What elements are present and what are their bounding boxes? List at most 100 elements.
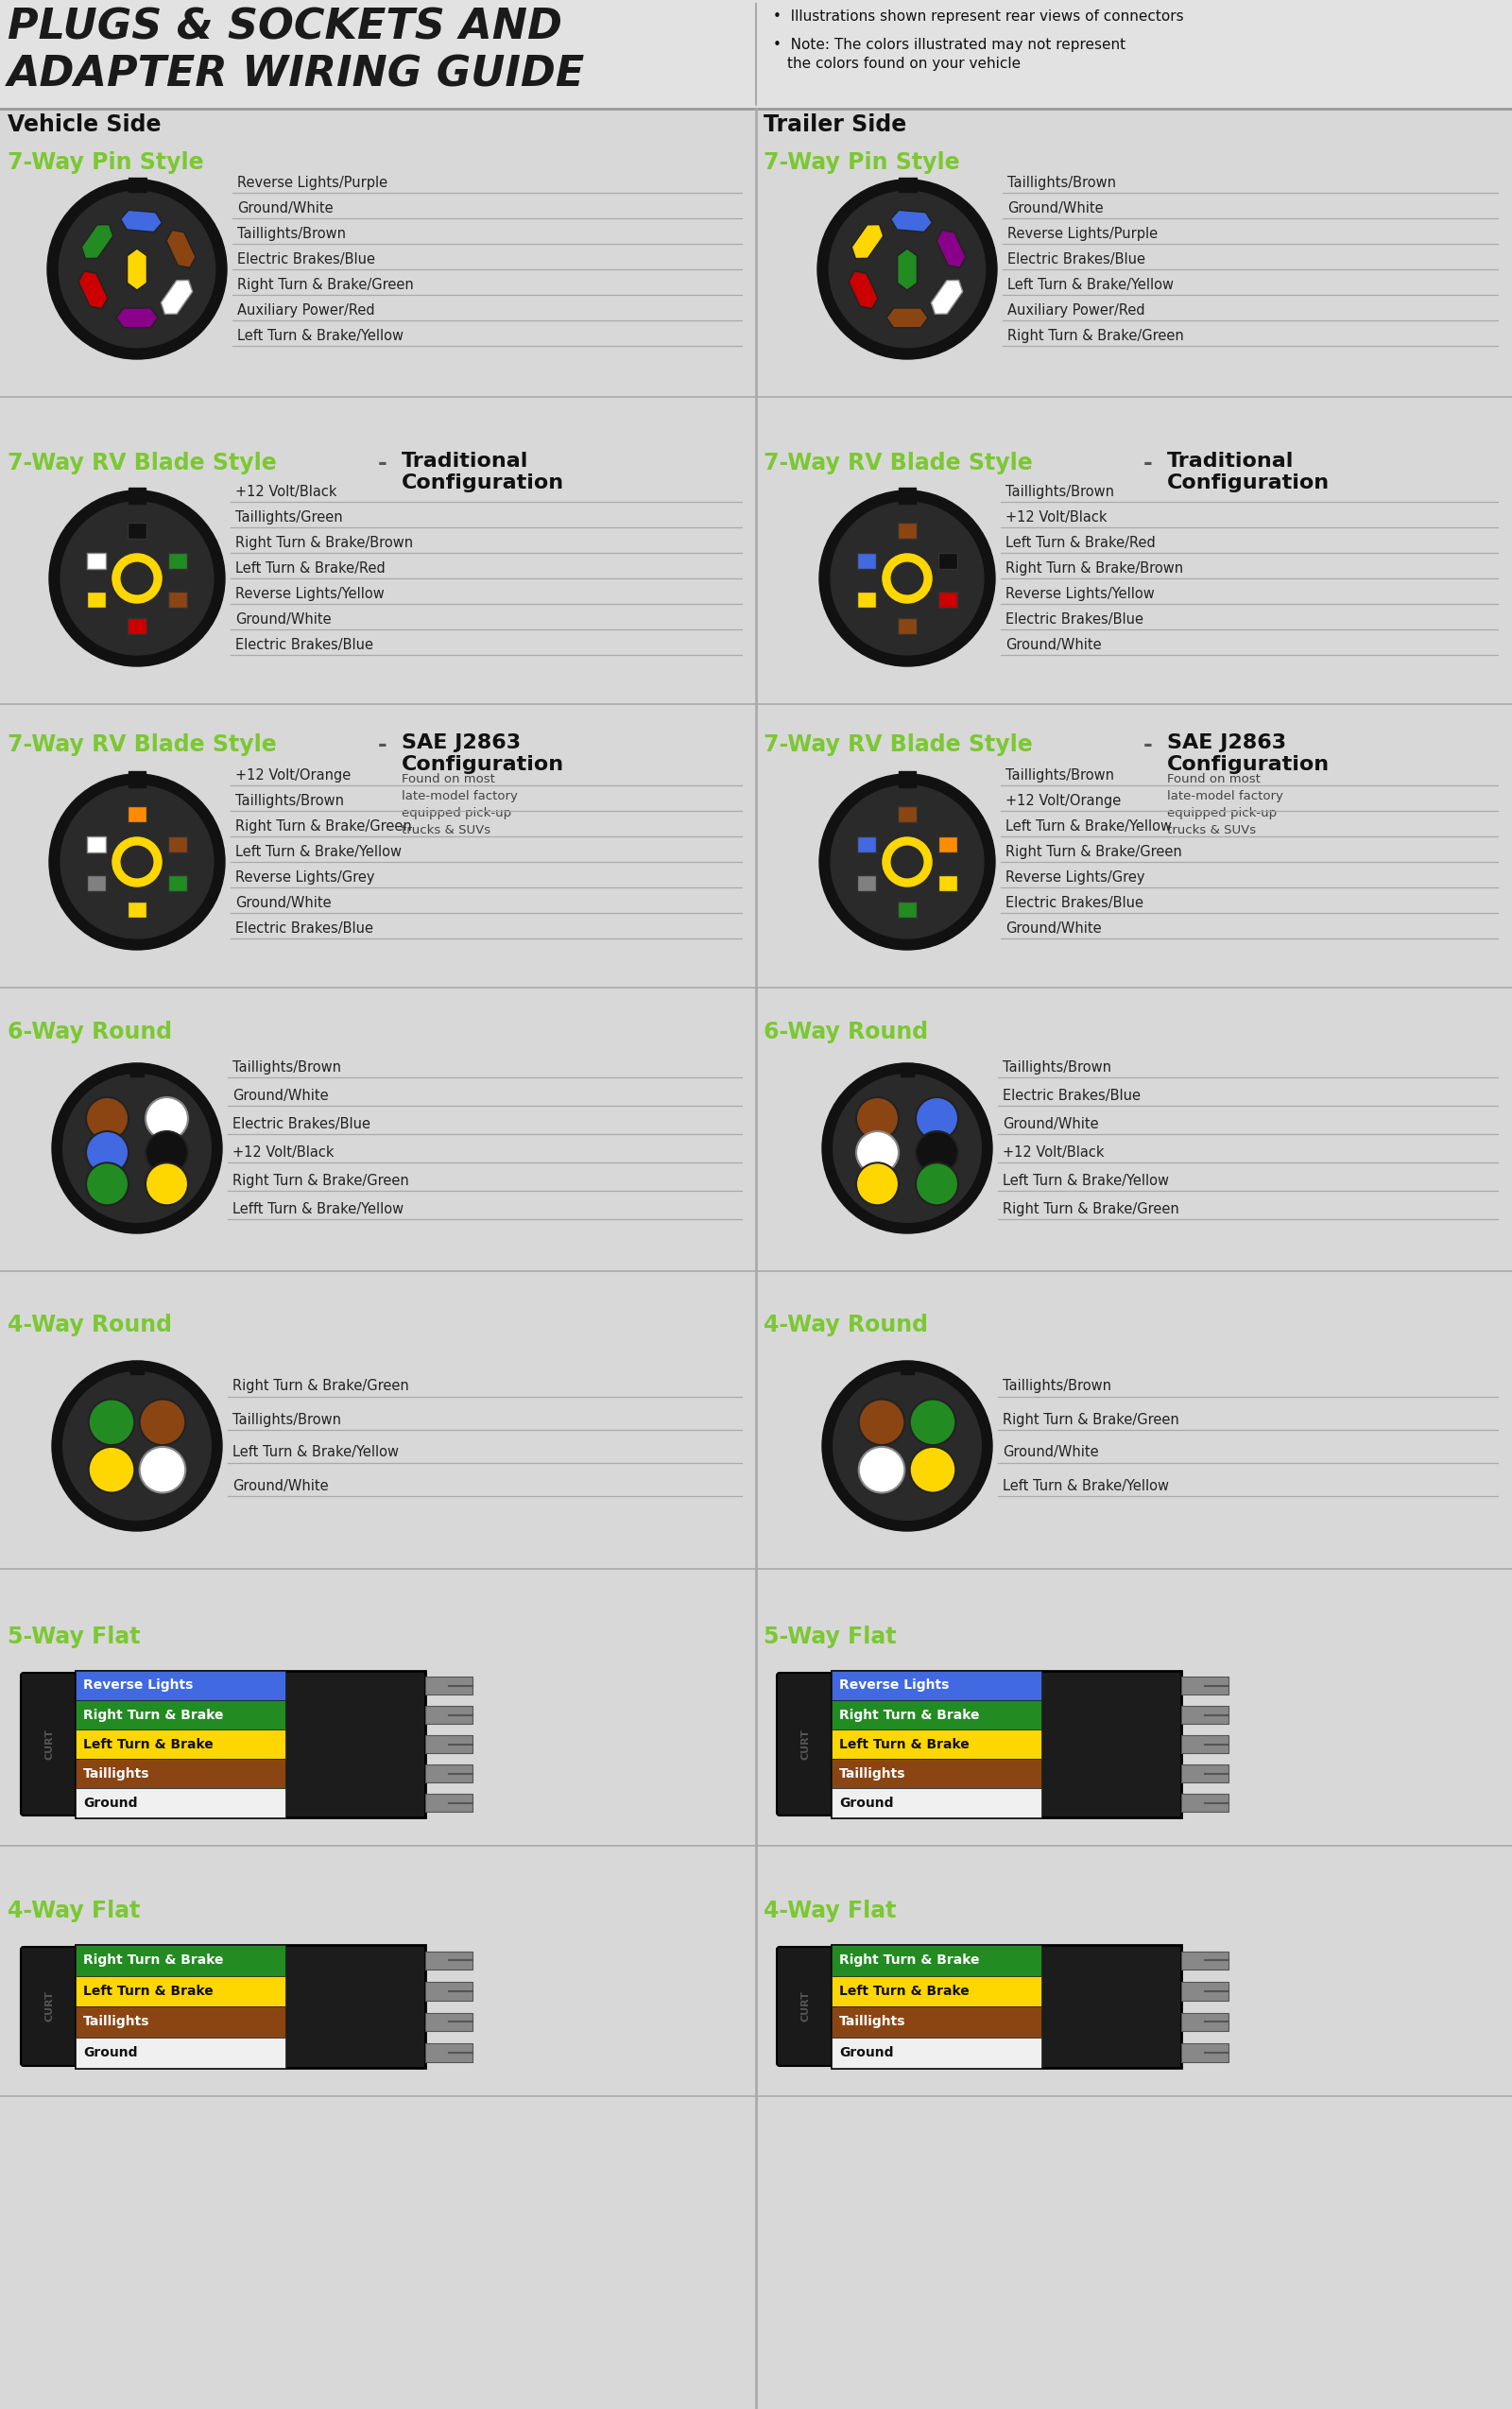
Bar (832, 1944, 1042, 1975)
Text: Left Turn & Brake/Red: Left Turn & Brake/Red (1005, 535, 1155, 549)
Text: 4-Way Flat: 4-Way Flat (764, 1901, 897, 1922)
Bar (127, 901, 147, 918)
Text: Left Turn & Brake/Yellow: Left Turn & Brake/Yellow (1002, 1173, 1169, 1188)
Text: Electric Brakes/Blue: Electric Brakes/Blue (1002, 1089, 1140, 1103)
Bar (898, 523, 916, 540)
Bar (425, 1766, 472, 1783)
Text: Taillights/Brown: Taillights/Brown (1005, 484, 1114, 499)
Text: Ground/White: Ground/White (1007, 202, 1104, 214)
Bar (86, 593, 106, 607)
Text: Right Turn & Brake: Right Turn & Brake (839, 1954, 980, 1966)
Bar (1181, 1734, 1228, 1754)
Bar (127, 619, 147, 634)
Text: 4-Way Round: 4-Way Round (764, 1313, 928, 1337)
Circle shape (112, 554, 162, 602)
Text: Ground/White: Ground/White (233, 1479, 328, 1494)
Text: 7-Way RV Blade Style: 7-Way RV Blade Style (8, 453, 277, 475)
Text: Lefft Turn & Brake/Yellow: Lefft Turn & Brake/Yellow (233, 1202, 404, 1217)
Text: 7-Way Pin Style: 7-Way Pin Style (8, 152, 204, 173)
Circle shape (64, 1074, 212, 1221)
Text: •  Note: The colors illustrated may not represent: • Note: The colors illustrated may not r… (773, 39, 1125, 53)
Bar (857, 593, 877, 607)
Text: Left Turn & Brake/Red: Left Turn & Brake/Red (236, 561, 386, 576)
Text: Right Turn & Brake/Green: Right Turn & Brake/Green (233, 1173, 408, 1188)
Bar (832, 2038, 1042, 2067)
Text: Ground: Ground (83, 1797, 138, 1809)
Polygon shape (851, 224, 883, 258)
Text: Left Turn & Brake/Yellow: Left Turn & Brake/Yellow (1002, 1479, 1169, 1494)
Bar (937, 874, 957, 891)
Polygon shape (166, 231, 195, 267)
Text: Reverse Lights/Yellow: Reverse Lights/Yellow (1005, 588, 1155, 602)
Circle shape (145, 1164, 187, 1204)
Bar (425, 2043, 472, 2062)
Polygon shape (160, 279, 192, 313)
Circle shape (859, 1400, 904, 1445)
Bar (76, 1672, 425, 1816)
Text: Electric Brakes/Blue: Electric Brakes/Blue (236, 923, 373, 935)
Bar (76, 1975, 286, 2007)
Polygon shape (116, 308, 157, 328)
FancyBboxPatch shape (21, 1946, 79, 2067)
Text: Left Turn & Brake: Left Turn & Brake (839, 1737, 969, 1751)
Bar (898, 771, 916, 788)
Bar (898, 807, 916, 821)
Text: Traditional
Configuration: Traditional Configuration (402, 453, 564, 491)
Text: Taillights: Taillights (839, 1766, 906, 1780)
Circle shape (112, 838, 162, 887)
Bar (832, 1787, 1042, 1816)
Circle shape (51, 1361, 222, 1532)
Bar (898, 901, 916, 918)
Text: Taillights/Brown: Taillights/Brown (1002, 1060, 1111, 1074)
Circle shape (47, 181, 227, 359)
Bar (86, 874, 106, 891)
Bar (425, 1734, 472, 1754)
Bar (898, 619, 916, 634)
Text: Reverse Lights: Reverse Lights (839, 1679, 950, 1691)
Text: Ground/White: Ground/White (1005, 923, 1102, 935)
Circle shape (916, 1164, 959, 1204)
Text: CURT: CURT (801, 1730, 810, 1759)
Bar (901, 1062, 913, 1077)
Circle shape (121, 564, 153, 595)
Circle shape (823, 1062, 992, 1233)
Bar (857, 874, 877, 891)
Bar (832, 1701, 1042, 1730)
Text: 7-Way Pin Style: 7-Way Pin Style (764, 152, 960, 173)
Text: +12 Volt/Orange: +12 Volt/Orange (236, 768, 351, 783)
Text: Ground/White: Ground/White (237, 202, 333, 214)
Text: 7-Way RV Blade Style: 7-Way RV Blade Style (764, 732, 1033, 756)
Circle shape (856, 1164, 898, 1204)
Bar (1181, 1766, 1228, 1783)
Text: Trailer Side: Trailer Side (764, 113, 907, 135)
FancyBboxPatch shape (777, 1946, 835, 2067)
Text: Right Turn & Brake/Green: Right Turn & Brake/Green (233, 1380, 408, 1392)
Circle shape (48, 773, 225, 949)
Text: Electric Brakes/Blue: Electric Brakes/Blue (1007, 253, 1146, 267)
Text: Left Turn & Brake: Left Turn & Brake (83, 1985, 213, 1997)
Polygon shape (898, 248, 916, 289)
Polygon shape (936, 231, 966, 267)
Circle shape (830, 501, 984, 655)
Text: Taillights/Brown: Taillights/Brown (233, 1060, 342, 1074)
Text: Left Turn & Brake/Yellow: Left Turn & Brake/Yellow (237, 330, 404, 342)
Circle shape (830, 785, 984, 940)
Text: 4-Way Round: 4-Way Round (8, 1313, 172, 1337)
Bar (76, 1701, 286, 1730)
Text: Ground: Ground (839, 2045, 894, 2060)
Text: 7-Way RV Blade Style: 7-Way RV Blade Style (8, 732, 277, 756)
Polygon shape (79, 272, 107, 308)
Text: Taillights: Taillights (83, 2016, 150, 2028)
Text: Taillights/Brown: Taillights/Brown (1007, 176, 1116, 190)
Bar (425, 1983, 472, 1999)
Bar (832, 1759, 1042, 1787)
Text: 6-Way Round: 6-Way Round (8, 1021, 172, 1043)
Text: Auxiliary Power/Red: Auxiliary Power/Red (237, 304, 375, 318)
Text: Reverse Lights: Reverse Lights (83, 1679, 194, 1691)
Text: Left Turn & Brake/Yellow: Left Turn & Brake/Yellow (1005, 819, 1172, 834)
Text: Ground/White: Ground/White (1002, 1445, 1099, 1460)
Text: Taillights/Brown: Taillights/Brown (237, 226, 346, 241)
Text: Left Turn & Brake: Left Turn & Brake (83, 1737, 213, 1751)
Bar (76, 1759, 286, 1787)
Bar (901, 1361, 913, 1373)
